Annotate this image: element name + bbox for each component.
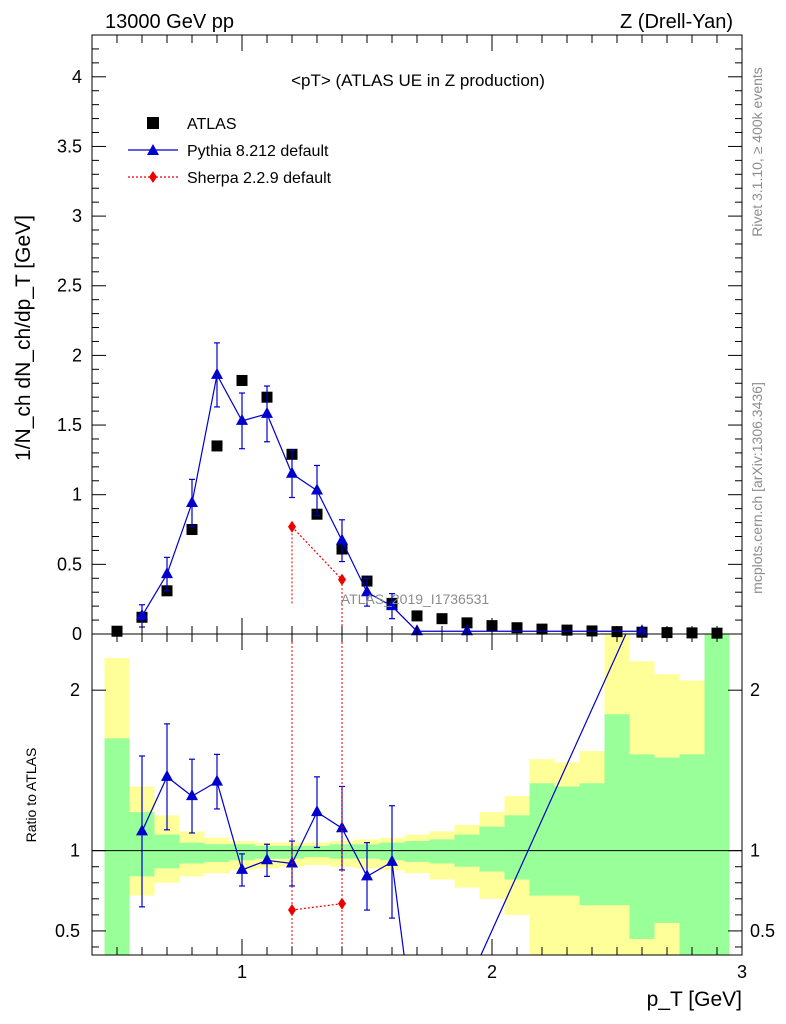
ratio-y-tick-label-right: 1	[750, 841, 760, 861]
axes: 0 0.5 1 1.5 2 2.5 3 3.5 4 1 2 3 0.5 0.5 1 1 2 2	[55, 34, 775, 982]
pythia-ratio-line	[141, 634, 627, 955]
band-green	[304, 845, 330, 858]
legend-pythia-marker	[147, 144, 159, 155]
atlas-point	[411, 610, 423, 622]
band-green	[654, 757, 680, 923]
x-tick-label: 1	[237, 962, 247, 982]
sherpa-line	[291, 526, 343, 581]
pythia-point	[186, 496, 198, 508]
sherpa-point	[288, 520, 296, 533]
sherpa-ratio-point	[338, 897, 346, 910]
ratio-panel	[136, 634, 627, 955]
main-y-tick-label: 3	[72, 206, 82, 226]
atlas-point	[461, 617, 473, 629]
legend-atlas-marker	[147, 117, 159, 129]
header-right: Z (Drell-Yan)	[620, 11, 733, 33]
pythia-point	[236, 413, 248, 425]
main-y-tick-label: 1	[72, 485, 82, 505]
pythia-ratio-point	[136, 824, 148, 836]
legend-sherpa-label: Sherpa 2.2.9 default	[187, 170, 332, 187]
main-y-tick-label: 2.5	[57, 276, 82, 296]
mcplots-label: mcplots.cern.ch [arXiv:1306.3436]	[749, 382, 765, 594]
header-left: 13000 GeV pp	[105, 11, 234, 33]
band-green	[554, 786, 580, 896]
plot-title: <pT> (ATLAS UE in Z production)	[291, 71, 545, 90]
ratio-bands	[92, 634, 742, 955]
pythia-ratio-point	[311, 805, 323, 817]
band-green	[629, 754, 655, 939]
band-green	[429, 839, 455, 864]
x-axis-label: p_T [GeV]	[647, 988, 742, 1011]
band-green	[704, 634, 730, 955]
legend-atlas-label: ATLAS	[187, 116, 237, 133]
atlas-point	[236, 374, 248, 386]
main-y-tick-label: 2	[72, 345, 82, 365]
pythia-ratio-point	[261, 853, 273, 865]
pythia-line	[141, 373, 642, 632]
band-green	[204, 844, 230, 862]
pythia-point	[386, 599, 398, 611]
pythia-point	[311, 483, 323, 495]
pythia-ratio-point	[361, 869, 373, 881]
pythia-ratio-point	[211, 774, 223, 786]
band-green	[154, 834, 180, 869]
ratio-y-tick-label: 0.5	[55, 921, 80, 941]
pythia-point	[211, 367, 223, 379]
band-green	[604, 714, 630, 906]
ratio-y-tick-label: 1	[70, 841, 80, 861]
pythia-point	[286, 466, 298, 478]
ratio-y-tick-label-right: 2	[750, 680, 760, 700]
band-green	[479, 826, 505, 872]
main-y-tick-label: 4	[72, 67, 82, 87]
band-green	[504, 815, 530, 880]
ratio-y-tick-label-right: 0.5	[750, 921, 775, 941]
main-y-tick-label: 1.5	[57, 415, 82, 435]
ratio-clipped-group	[136, 634, 627, 955]
x-tick-label: 2	[487, 962, 497, 982]
band-green	[679, 754, 705, 955]
legend-sherpa-marker	[149, 171, 157, 183]
pythia-point	[336, 533, 348, 545]
atlas-point	[211, 440, 223, 452]
main-y-tick-label: 3.5	[57, 136, 82, 156]
sherpa-ratio-point	[288, 904, 296, 917]
pythia-ratio-point	[161, 769, 173, 781]
atlas-point	[186, 524, 198, 536]
pythia-point	[136, 608, 148, 620]
ratio-y-axis-label: Ratio to ATLAS	[23, 748, 39, 843]
pythia-point	[161, 567, 173, 579]
band-green	[404, 841, 430, 862]
main-y-tick-label: 0.5	[57, 554, 82, 574]
analysis-watermark: ATLAS_2019_I1736531	[341, 591, 490, 607]
main-y-tick-label: 0	[72, 624, 82, 644]
band-green	[579, 783, 605, 906]
sherpa-point	[338, 573, 346, 586]
pythia-point	[361, 585, 373, 597]
pythia-ratio-point	[236, 862, 248, 874]
pythia-point	[261, 406, 273, 418]
pythia-ratio-point	[386, 854, 398, 866]
y-axis-label: 1/N_ch dN_ch/dp_T [GeV]	[12, 215, 35, 461]
legend-pythia-label: Pythia 8.212 default	[187, 143, 329, 160]
band-green	[104, 738, 130, 955]
rivet-label: Rivet 3.1.10, ≥ 400k events	[749, 67, 765, 237]
pythia-ratio-point	[186, 789, 198, 801]
sherpa-ratio-line	[291, 903, 343, 911]
x-tick-label: 3	[737, 962, 747, 982]
ratio-y-tick-label: 2	[70, 680, 80, 700]
band-green	[179, 842, 205, 864]
atlas-point	[436, 613, 448, 625]
legend: ATLAS Pythia 8.212 default Sherpa 2.2.9 …	[128, 116, 332, 187]
